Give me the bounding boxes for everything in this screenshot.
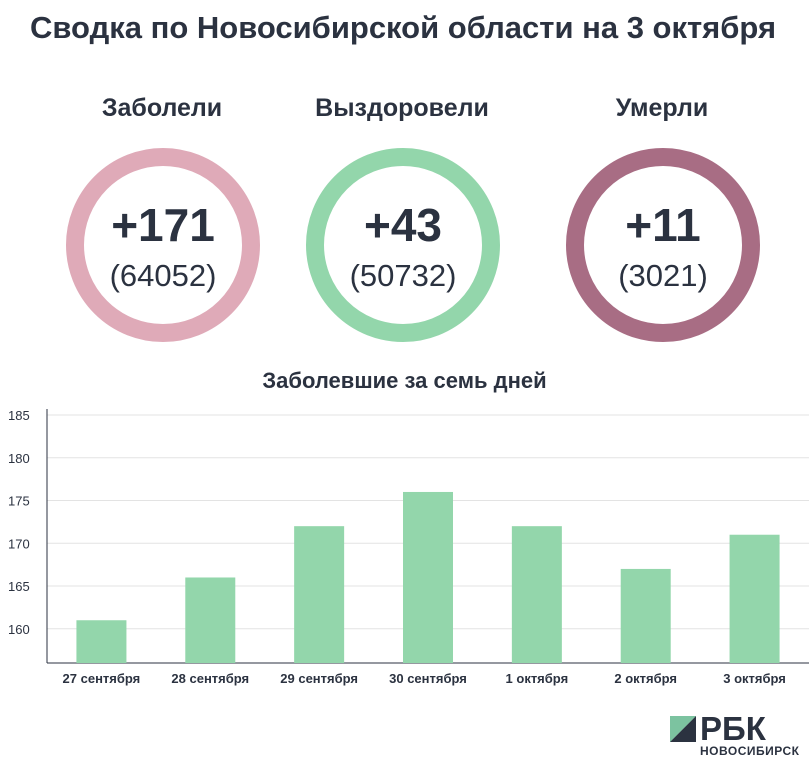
stat-label-infected: Заболели [101,94,223,122]
deaths-total: (3021) [618,258,708,293]
logo-mark-icon [670,716,696,742]
bar [620,568,671,663]
bar [76,620,127,663]
ring-deaths: +11 (3021) [566,148,760,342]
x-tick-label: 30 сентября [389,671,467,686]
stat-recovered: Выздоровели +43 (50732) [292,88,512,342]
stat-label-deaths: Умерли [615,94,709,122]
x-tick-label: 3 октября [723,671,786,686]
chart-title: Заболевшие за семь дней [262,368,547,393]
logo-city: НОВОСИБИРСК [700,744,800,758]
x-tick-label: 29 сентября [280,671,358,686]
bar [511,526,562,663]
y-tick-label: 185 [8,408,30,423]
y-tick-label: 160 [8,622,30,637]
bar [294,526,345,663]
ring-recovered: +43 (50732) [306,148,500,342]
stat-infected: Заболели +171 (64052) [52,88,272,342]
infected-delta: +171 [111,199,215,251]
bar [403,491,453,663]
y-tick-label: 180 [8,451,30,466]
x-tick-label: 28 сентября [171,671,249,686]
y-tick-label: 165 [8,579,30,594]
infected-total: (64052) [109,258,217,293]
y-tick-label: 175 [8,494,30,509]
x-tick-label: 1 октября [506,671,569,686]
logo-word: РБК [700,710,766,747]
bar [185,577,236,663]
ring-infected: +171 (64052) [66,148,260,342]
y-tick-label: 170 [8,536,30,551]
x-tick-label: 2 октября [614,671,677,686]
stat-deaths: Умерли +11 (3021) [552,88,772,342]
bar-chart: 160 165 170 175 180 185 27 сентября 28 сентября… [8,408,809,686]
x-tick-label: 27 сентября [63,671,141,686]
recovered-delta: +43 [363,199,443,251]
rbc-logo: РБК НОВОСИБИРСК [670,710,809,766]
stat-label-recovered: Выздоровели [315,94,489,122]
bar [729,534,780,663]
recovered-total: (50732) [349,258,457,293]
page-title: Сводка по Новосибирской области на 3 окт… [30,10,777,45]
deaths-delta: +11 [625,199,701,251]
